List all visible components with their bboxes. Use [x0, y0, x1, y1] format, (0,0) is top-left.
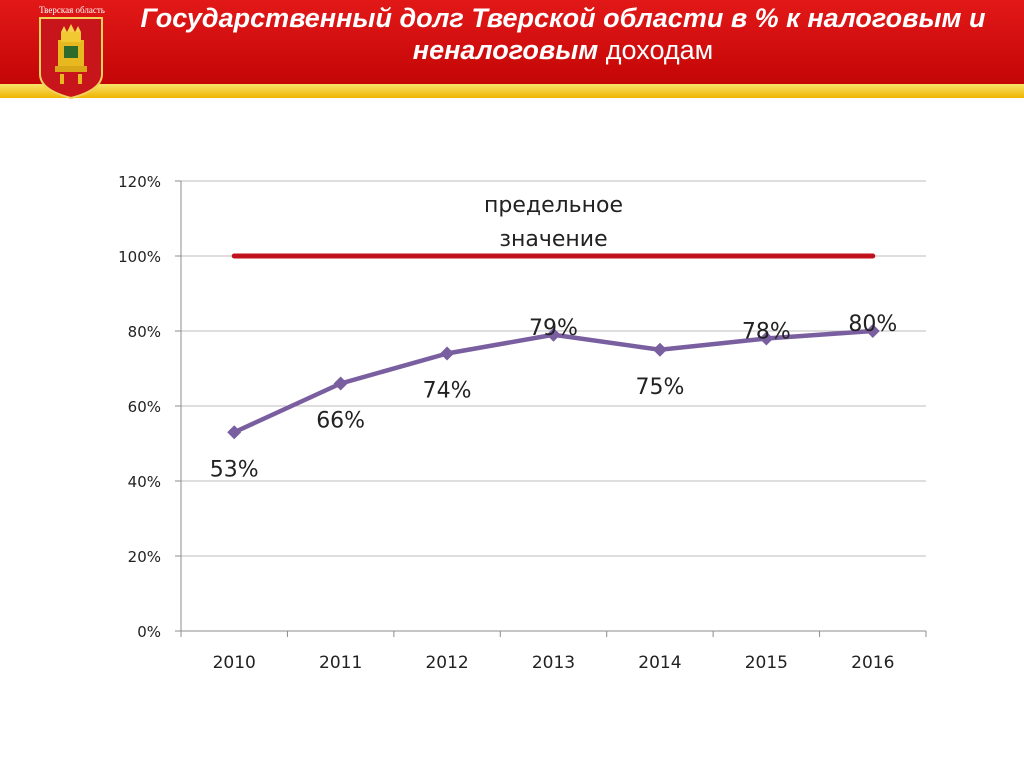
x-tick-label: 2011	[319, 653, 362, 673]
y-tick-label: 120%	[118, 173, 161, 191]
y-tick-label: 40%	[128, 473, 161, 491]
title-line-2-bold: неналоговым	[412, 35, 599, 65]
data-label: 53%	[210, 457, 259, 482]
data-point-marker	[652, 342, 667, 357]
data-point-marker	[333, 376, 348, 391]
header-stripe	[0, 84, 1024, 98]
threshold-label-line-2: значение	[499, 227, 607, 252]
tver-coat-of-arms-icon	[39, 17, 103, 100]
data-point-marker	[227, 425, 242, 440]
series: 53% 66% 74% 79% 75% 78% 80%	[210, 312, 897, 482]
x-axis: 2010 2011 2012 2013 2014 2015 2016	[180, 181, 927, 673]
title-line-2-normal: доходам	[605, 35, 714, 65]
y-tick-label: 20%	[128, 548, 161, 566]
data-point-marker	[759, 331, 774, 346]
data-label: 79%	[529, 316, 578, 341]
header-bar	[0, 0, 1024, 84]
title-line-1: Государственный долг Тверской области в …	[140, 3, 986, 33]
x-tick-label: 2015	[745, 653, 788, 673]
x-tick-label: 2012	[425, 653, 468, 673]
data-point-marker	[865, 324, 880, 338]
y-axis-ticks: 0% 20% 40% 60% 80% 100% 120%	[118, 173, 181, 641]
page-title: Государственный долг Тверской области в …	[118, 2, 1008, 66]
x-tick-label: 2016	[851, 653, 894, 673]
x-tick-label: 2013	[532, 653, 575, 673]
data-label: 75%	[635, 375, 684, 400]
data-label: 78%	[742, 320, 791, 345]
y-tick-label: 0%	[137, 623, 161, 641]
threshold: предельное значение	[231, 193, 876, 259]
y-tick-label: 100%	[118, 248, 161, 266]
region-label: Тверская область	[39, 5, 105, 15]
data-label: 66%	[316, 409, 365, 434]
y-tick-label: 80%	[128, 323, 161, 341]
data-point-marker	[546, 327, 561, 342]
x-tick-label: 2014	[638, 653, 681, 673]
data-label: 80%	[848, 312, 897, 337]
data-point-marker	[440, 346, 455, 361]
y-tick-label: 60%	[128, 398, 161, 416]
x-tick-label: 2010	[213, 653, 256, 673]
threshold-label-line-1: предельное	[484, 193, 623, 218]
data-label: 74%	[423, 379, 472, 404]
